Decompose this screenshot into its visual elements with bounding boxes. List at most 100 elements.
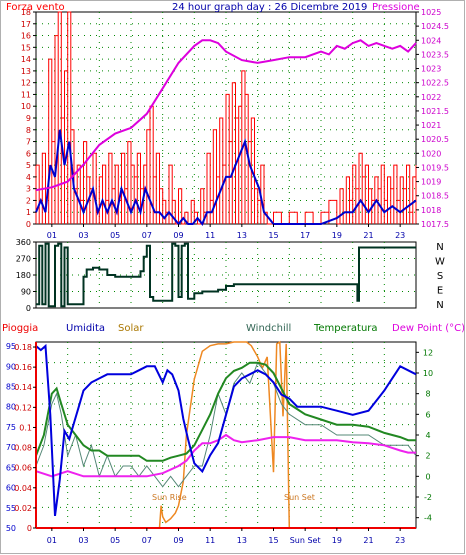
- x-tick-label: 13: [237, 231, 247, 240]
- wind-tick-label: 9: [26, 114, 31, 123]
- rain-label: Pioggia: [2, 323, 38, 334]
- temperature-axis-ticks: -4 -2 0 2 4 6 8 10 12: [416, 348, 433, 523]
- dewpoint-series: [35, 433, 416, 478]
- temperature-tick-label: -4: [424, 514, 432, 523]
- wind-tick-label: 5: [26, 161, 31, 170]
- pressure-tick-label: 1020.5: [421, 135, 449, 144]
- windchill-series: [35, 361, 417, 488]
- x-tick-label: 03: [78, 231, 88, 240]
- pressure-tick-label: 1018.5: [421, 192, 449, 201]
- direction-tick-label: 0: [26, 304, 31, 313]
- temperature-tick-label: 4: [425, 431, 430, 440]
- pressure-tick-label: 1021.5: [421, 107, 449, 116]
- humidity-tick-label: 55: [6, 504, 16, 513]
- temperature-tick-label: 0: [425, 472, 430, 481]
- humidity-label: Umidita: [66, 323, 105, 334]
- rain-tick-label: 0: [27, 524, 32, 533]
- dewpoint-line: [35, 433, 416, 478]
- rain-tick-label: 0.06: [14, 464, 32, 473]
- pressure-tick-label: 1017.5: [421, 220, 449, 229]
- pressure-tick-label: 1019: [421, 178, 441, 187]
- dewpoint-label: Dew Point (°C): [392, 323, 465, 334]
- wind-tick-label: 3: [26, 185, 31, 194]
- temperature-label: Temperatura: [313, 323, 378, 334]
- wind-tick-label: 13: [21, 67, 31, 76]
- pressure-series: [35, 39, 417, 192]
- pressure-tick-label: 1022: [421, 93, 441, 102]
- x-tick-label: 23: [395, 231, 405, 240]
- direction-tick-label: 360: [16, 238, 31, 247]
- pressure-tick-label: 1024: [421, 36, 441, 45]
- temperature-tick-label: -2: [424, 493, 432, 502]
- compass-label: W: [435, 257, 445, 268]
- temperature-line: [35, 361, 416, 462]
- x-tick-label: 01: [47, 536, 57, 545]
- x-tick-label: 15: [268, 536, 278, 545]
- x-tick-label: 11: [205, 536, 215, 545]
- x-tick-label: 05: [110, 231, 120, 240]
- rain-axis-ticks: 0 0.02 0.04 0.06 0.08 0.1 0.12 0.14 0.16 0.18: [14, 343, 36, 533]
- humidity-tick-label: 80: [6, 403, 16, 412]
- date-title: 24 hour graph day : 26 Dicembre 2019: [172, 2, 367, 13]
- pressure-tick-label: 1022.5: [421, 79, 449, 88]
- sunset-label: Sun Set: [284, 493, 315, 502]
- wind-tick-label: 18: [21, 8, 31, 17]
- x-tick-label: 09: [173, 536, 183, 545]
- windchill-line: [35, 361, 417, 488]
- pressure-tick-label: 1018: [421, 206, 441, 215]
- x-tick-label: 21: [363, 231, 373, 240]
- rain-tick-label: 0.08: [14, 444, 32, 453]
- pressure-tick-label: 1025: [421, 8, 441, 17]
- x-tick-label: 11: [205, 231, 215, 240]
- direction-axis-ticks: 0 90 180 270 360: [16, 238, 36, 313]
- compass-label: N: [436, 300, 443, 311]
- wind-tick-label: 7: [26, 138, 31, 147]
- x-tick-label: Sun Set: [290, 536, 321, 545]
- pressure-label: Pressione: [372, 2, 420, 13]
- temperature-x-ticks: 01 03 05 07 09 11 13 15 Sun Set 19 21 23: [47, 528, 405, 545]
- wind-tick-label: 4: [26, 173, 31, 182]
- wind-tick-label: 2: [26, 196, 31, 205]
- rain-series: [35, 342, 416, 529]
- wind-tick-label: 16: [21, 32, 31, 41]
- x-tick-label: 15: [268, 231, 278, 240]
- rain-tick-label: 0.14: [14, 383, 32, 392]
- direction-tick-label: 90: [21, 288, 31, 297]
- wind-pressure-x-ticks: 01 03 05 07 09 11 13 15 17 19 21 23: [47, 224, 405, 240]
- humidity-tick-label: 90: [6, 362, 16, 371]
- humidity-tick-label: 70: [6, 443, 16, 452]
- pressure-tick-label: 1019.5: [421, 163, 449, 172]
- humidity-axis-ticks: 50 55 60 65 70 75 80 85 90 95: [6, 342, 16, 533]
- pressure-line: [35, 39, 417, 192]
- rain-tick-label: 0.18: [14, 343, 32, 352]
- wind-tick-label: 1: [26, 208, 31, 217]
- x-tick-label: 21: [363, 536, 373, 545]
- solar-label: Solar: [118, 323, 144, 334]
- sunrise-label: Sun Rise: [152, 493, 187, 502]
- wind-tick-label: 10: [21, 102, 31, 111]
- x-tick-label: 23: [395, 536, 405, 545]
- wind-tick-label: 14: [21, 55, 31, 64]
- humidity-line: [35, 343, 417, 517]
- temperature-tick-label: 12: [423, 348, 433, 357]
- wind-tick-label: 15: [21, 43, 31, 52]
- wind-tick-label: 17: [21, 20, 31, 29]
- solar-series: [36, 340, 416, 529]
- x-tick-label: 05: [110, 536, 120, 545]
- windchill-label: Windchill: [246, 323, 291, 334]
- pressure-tick-label: 1023: [421, 65, 441, 74]
- temperature-tick-label: 2: [425, 452, 430, 461]
- wind-label: Forza vento: [6, 2, 65, 13]
- pressure-tick-label: 1021: [421, 121, 441, 130]
- x-tick-label: 19: [332, 231, 342, 240]
- avg-wind-series: [35, 129, 417, 226]
- rain-tick-label: 0.12: [14, 403, 32, 412]
- direction-line: [36, 242, 416, 308]
- humidity-tick-label: 60: [6, 484, 16, 493]
- rain-tick-label: 0.16: [14, 363, 32, 372]
- compass-label: E: [437, 286, 443, 297]
- temperature-tick-label: 10: [423, 369, 433, 378]
